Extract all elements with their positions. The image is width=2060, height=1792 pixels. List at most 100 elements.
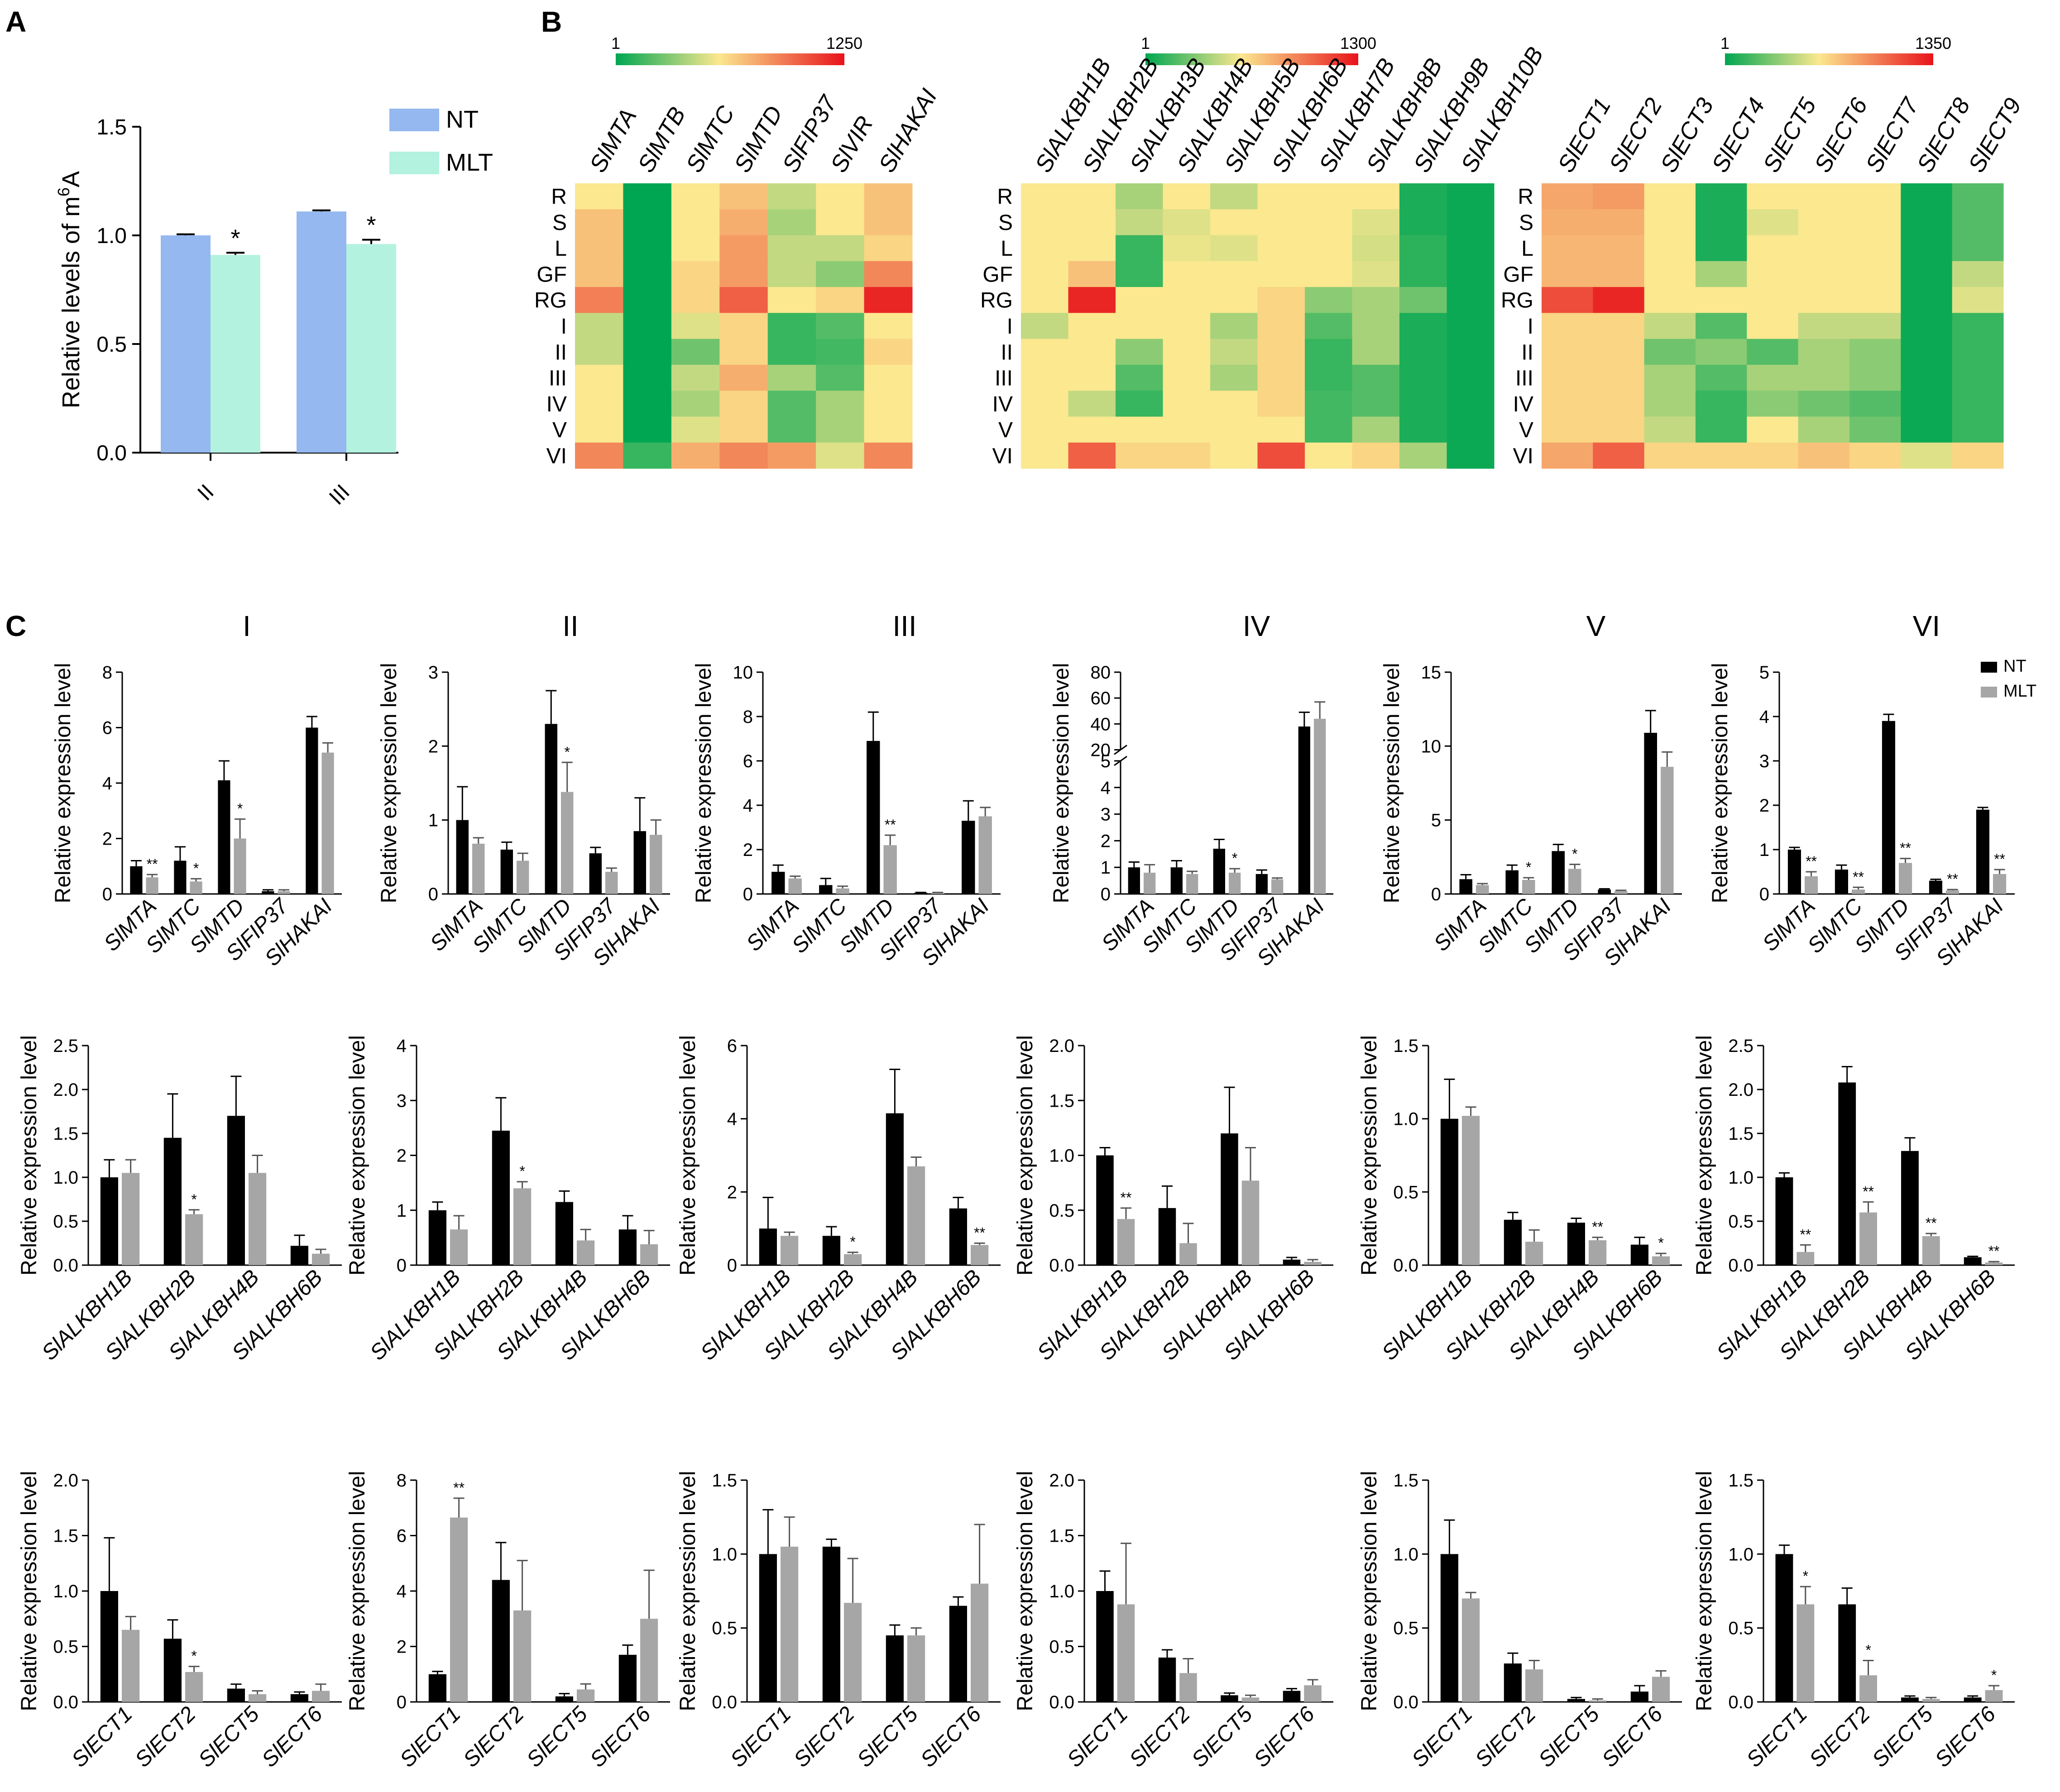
y-tick-label: 5 — [1431, 811, 1441, 831]
significance-label: ** — [1800, 1226, 1811, 1242]
bar-mlt — [1241, 1697, 1260, 1702]
y-axis-label: Relative expression level — [51, 663, 75, 903]
bar-nt — [1213, 849, 1225, 894]
heatmap-cell — [1447, 391, 1495, 417]
bar-mlt — [907, 1635, 925, 1702]
y-tick-label: 0.0 — [1393, 1256, 1418, 1276]
heatmap-cell — [1696, 339, 1747, 365]
heatmap-cell — [1593, 416, 1645, 443]
heatmap-cell — [623, 313, 672, 339]
heatmap-cell — [1798, 442, 1850, 469]
bar-mlt — [883, 845, 897, 894]
bar-mlt — [513, 1188, 532, 1265]
x-category-label: SlECT5 — [1187, 1702, 1257, 1772]
legend-swatch-nt — [389, 109, 439, 131]
heatmap-cell — [1849, 416, 1901, 443]
x-category-label: SlECT6 — [916, 1702, 986, 1772]
heatmap-row-label: S — [998, 211, 1013, 235]
bar-mlt — [1589, 1240, 1607, 1265]
y-tick-label: 0.5 — [96, 333, 127, 357]
bar-mlt — [1589, 1700, 1607, 1702]
y-axis-label: Relative expression level — [676, 1471, 700, 1711]
heatmap-cell — [1399, 235, 1447, 262]
heatmap-cell — [1257, 364, 1305, 391]
heatmap-cell — [1021, 209, 1068, 236]
y-tick-label: 1 — [1759, 840, 1769, 860]
heatmap-cell — [1068, 391, 1116, 417]
heatmap-cell — [1901, 339, 1953, 365]
legend-label-mlt: MLT — [446, 149, 493, 176]
y-tick-label: 80 — [1091, 663, 1111, 683]
heatmap-1: 1 1250SlMTASlMTBSlMTCSlMTDSlFIP37SlVIRSlH… — [534, 34, 942, 469]
bar-nt — [633, 831, 646, 894]
panel-letter-b: B — [541, 5, 562, 38]
bar-mlt — [561, 792, 574, 894]
heatmap-cell — [1210, 261, 1258, 287]
heatmap-cell — [1901, 313, 1953, 339]
y-tick-label: 6 — [743, 751, 753, 771]
heatmap-row-label: II — [1001, 340, 1013, 364]
bar-mlt — [650, 835, 662, 894]
significance-label: * — [564, 744, 570, 760]
y-axis-label: Relative expression level — [17, 1035, 41, 1276]
y-tick-label: 0.0 — [712, 1692, 737, 1712]
bar-mlt — [844, 1603, 862, 1702]
heatmap-cell — [1696, 235, 1747, 262]
y-tick-label: 1.0 — [1393, 1544, 1418, 1564]
panel-letter-a: A — [5, 5, 26, 38]
bar-mlt — [1117, 1219, 1135, 1265]
bar-nt — [492, 1130, 510, 1265]
bar-mlt — [185, 1214, 203, 1265]
significance-label: ** — [974, 1225, 985, 1241]
heatmap-row-label: III — [549, 367, 567, 391]
y-tick-label: 3 — [428, 663, 438, 683]
bar-mlt — [321, 752, 334, 894]
significance-label: * — [1232, 850, 1237, 866]
heatmap-cell — [1952, 261, 2004, 287]
bar-nt — [1901, 1697, 1919, 1702]
y-axis-label-main: Relative levels of m — [57, 196, 85, 408]
significance-label: ** — [1121, 1190, 1132, 1206]
y-axis-label: Relative expression level — [1357, 1471, 1381, 1711]
significance-label: ** — [1863, 1183, 1874, 1199]
heatmap-cell — [1901, 416, 1953, 443]
heatmap-cell — [1447, 235, 1495, 262]
colorbar-min-label: 1 — [1720, 34, 1729, 53]
heatmap-cell — [1542, 183, 1593, 210]
heatmap-cell — [1798, 183, 1850, 210]
bar-nt — [1882, 721, 1895, 894]
bar-mlt — [249, 1173, 267, 1265]
heatmap-cell — [1644, 442, 1696, 469]
heatmap-cell — [1210, 313, 1258, 339]
heatmap-cell — [767, 183, 816, 210]
bar-nt — [962, 821, 975, 894]
stage-title: III — [892, 610, 916, 642]
y-tick-label: 1.5 — [53, 1526, 78, 1546]
heatmap-cell — [1593, 364, 1645, 391]
heatmap-row-label: I — [561, 315, 567, 339]
heatmap-row-label: III — [995, 367, 1013, 391]
heatmap-cell — [1593, 339, 1645, 365]
heatmap-cell — [816, 261, 865, 287]
bar-mlt — [1993, 874, 2007, 894]
heatmap-cell — [575, 416, 623, 443]
heatmap-cell — [1068, 416, 1116, 443]
heatmap-cell — [1352, 209, 1400, 236]
y-tick-label: 1.5 — [1049, 1526, 1074, 1546]
x-category-label: SlECT2 — [130, 1702, 200, 1772]
heatmap-cell — [816, 391, 865, 417]
heatmap-cell — [1696, 442, 1747, 469]
bar-mlt — [605, 872, 618, 894]
y-tick-label: 2 — [1101, 831, 1111, 851]
bar-mlt — [577, 1689, 595, 1702]
bar-mlt — [640, 1619, 658, 1702]
y-axis-label: Relative expression level — [1708, 663, 1732, 903]
bar-nt — [1158, 1208, 1176, 1265]
bar-mlt — [1462, 1598, 1480, 1702]
heatmap-cell — [816, 442, 865, 469]
heatmap-cell — [1849, 442, 1901, 469]
heatmap-cell — [1644, 339, 1696, 365]
heatmap-cell — [1021, 391, 1068, 417]
